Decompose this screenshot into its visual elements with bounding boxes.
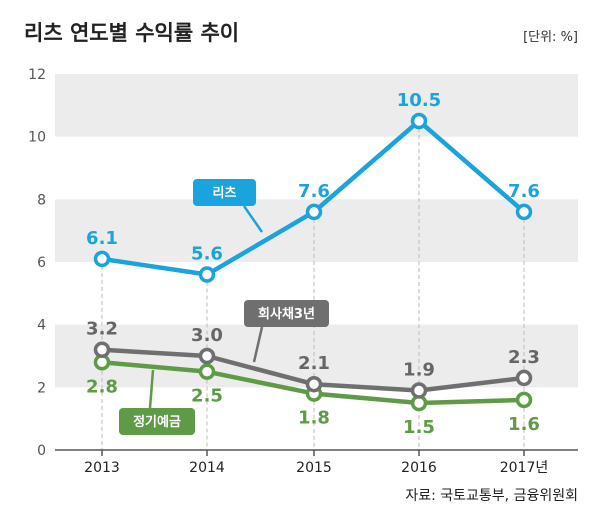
data-point-deposit: [515, 391, 533, 409]
data-point-reits: [305, 203, 323, 221]
data-label-reits: 7.6: [508, 181, 540, 202]
data-label-corp-bond: 2.3: [508, 347, 540, 368]
legend-tag-deposit-pointer: [148, 369, 155, 409]
data-point-reits: [198, 266, 216, 283]
data-label-corp-bond: 3.2: [86, 319, 118, 340]
x-tick-label: 2016: [401, 460, 437, 476]
data-point-reits: [410, 112, 428, 130]
legend-tag-corp-bond-pointer: [252, 326, 264, 363]
x-tick-label: 2013: [84, 460, 120, 476]
chart-title: 리츠 연도별 수익률 추이: [24, 21, 239, 45]
series-layer: [93, 112, 533, 412]
data-label-reits: 6.1: [86, 228, 118, 249]
data-point-corp-bond: [93, 341, 111, 358]
y-axis-ticks: 0 2 4 6 8 10 12: [28, 67, 46, 459]
x-tick-label: 2014: [189, 460, 225, 476]
data-label-corp-bond: 1.9: [403, 359, 435, 380]
legend-tag-deposit: 정기예금: [119, 369, 195, 435]
data-point-reits: [93, 250, 111, 268]
y-tick-label: 6: [37, 255, 46, 271]
x-tick-label: 2017년: [500, 460, 549, 476]
data-point-corp-bond: [198, 347, 216, 365]
legend-tag-corp-bond-box: [244, 300, 329, 327]
unit-label: [단위: %]: [523, 30, 578, 45]
data-label-reits: 10.5: [397, 90, 441, 111]
y-tick-label: 8: [37, 192, 46, 208]
stripe-band-0: [55, 74, 578, 137]
x-tick-label: 2015: [296, 460, 332, 476]
data-point-deposit: [198, 363, 216, 380]
legend-tag-reits-label: 리츠: [213, 185, 237, 201]
data-point-corp-bond: [515, 369, 533, 387]
data-point-reits: [515, 203, 533, 221]
background-stripes: [55, 74, 578, 388]
legend-tag-deposit-box: [119, 408, 195, 435]
data-label-deposit: 2.8: [86, 376, 118, 397]
data-label-reits: 7.6: [298, 181, 330, 202]
data-label-corp-bond: 3.0: [191, 325, 223, 346]
legend-tag-corp-bond: 회사채3년: [244, 300, 329, 363]
y-tick-label: 4: [37, 318, 46, 334]
legend-tag-reits-pointer: [242, 205, 264, 233]
x-axis-ticks: 2013 2014 2015 2016 2017년: [84, 450, 548, 476]
data-label-deposit: 1.8: [298, 408, 330, 429]
source-note: 자료: 국토교통부, 금융위원회: [405, 488, 578, 504]
data-label-reits: 5.6: [191, 244, 223, 265]
data-label-corp-bond: 2.1: [298, 353, 330, 374]
data-point-corp-bond: [305, 375, 323, 393]
y-tick-label: 10: [28, 130, 46, 146]
legend-tag-corp-bond-label: 회사채3년: [258, 306, 315, 322]
y-tick-label: 0: [37, 443, 46, 459]
data-label-deposit: 2.5: [191, 386, 223, 407]
y-tick-label: 2: [37, 380, 46, 396]
data-point-corp-bond: [410, 382, 428, 399]
legend-tag-reits: 리츠: [193, 179, 264, 233]
y-tick-label: 12: [28, 67, 46, 83]
legend-tag-deposit-label: 정기예금: [133, 414, 181, 430]
data-label-deposit: 1.5: [403, 417, 435, 438]
data-label-deposit: 1.6: [508, 414, 540, 435]
legend-tag-reits-box: [193, 179, 256, 206]
data-labels: 6.1 5.6 7.6 10.5 7.6 3.2 3.0 2.1 1.9 2.3 2.8 2.5 1.8…: [86, 90, 540, 438]
